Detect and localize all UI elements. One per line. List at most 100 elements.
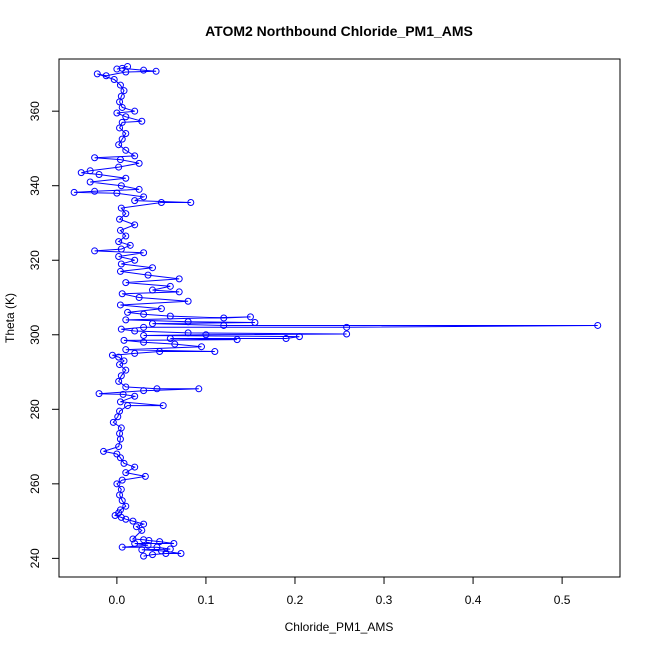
data-point — [122, 469, 130, 477]
data-point — [129, 517, 137, 525]
plot-frame — [58, 58, 621, 578]
y-tick-label: 240 — [28, 548, 42, 568]
data-point — [117, 245, 125, 253]
data-point — [149, 320, 156, 328]
data-point — [220, 314, 228, 322]
data-point — [177, 550, 185, 558]
y-tick-label: 280 — [28, 399, 42, 419]
data-point — [140, 520, 148, 528]
data-point — [166, 282, 174, 290]
data-point — [120, 87, 128, 95]
data-point — [144, 541, 152, 549]
data-point — [117, 485, 125, 493]
data-point — [343, 323, 351, 331]
data-point — [122, 130, 130, 138]
data-point — [157, 547, 165, 555]
y-tick-label: 340 — [28, 175, 42, 195]
data-point — [124, 402, 132, 410]
y-axis: 240 260 280 300 320 340 360 — [28, 101, 60, 568]
data-point — [116, 301, 124, 309]
data-point — [102, 72, 110, 80]
data-point — [113, 65, 121, 73]
data-point — [124, 62, 132, 70]
data-point — [117, 182, 125, 190]
data-point — [117, 92, 125, 100]
data-point — [144, 271, 152, 279]
data-point — [122, 113, 130, 121]
x-tick-label: 0.4 — [465, 593, 482, 607]
data-point — [122, 174, 130, 182]
x-axis: 0.0 0.1 0.2 0.3 0.4 0.5 — [109, 576, 571, 607]
x-tick-label: 0.0 — [109, 593, 126, 607]
data-point — [118, 118, 126, 126]
data-point — [116, 398, 124, 406]
data-point — [149, 551, 156, 559]
data-point — [140, 310, 148, 318]
data-point — [131, 349, 139, 357]
data-point — [233, 336, 241, 344]
data-point — [343, 330, 351, 338]
data-point — [195, 385, 203, 393]
data-point — [70, 188, 78, 196]
data-point — [118, 543, 126, 551]
data-point — [197, 343, 205, 351]
data-point — [138, 117, 146, 125]
data-point — [113, 480, 121, 488]
data-point — [122, 502, 130, 510]
data-point — [156, 538, 164, 546]
data-point — [116, 506, 124, 514]
data-point — [118, 476, 126, 484]
data-point — [153, 543, 161, 551]
data-point — [122, 383, 130, 391]
y-tick-label: 300 — [28, 324, 42, 344]
data-point — [251, 318, 259, 326]
data-point — [117, 204, 125, 212]
data-point — [91, 247, 99, 255]
x-tick-label: 0.1 — [198, 593, 215, 607]
data-point — [140, 536, 148, 544]
data-point — [115, 141, 123, 149]
data-point — [115, 377, 123, 385]
data-point — [100, 447, 108, 455]
data-point — [117, 372, 125, 380]
data-point — [156, 348, 164, 356]
data-point — [184, 318, 192, 326]
data-point — [140, 193, 148, 201]
data-point — [122, 346, 130, 354]
data-point — [116, 454, 124, 462]
data-point — [246, 313, 254, 321]
data-point — [166, 312, 174, 320]
data-point — [113, 450, 121, 458]
data-point — [152, 67, 160, 75]
data-point — [187, 198, 195, 206]
data-point — [117, 424, 125, 432]
data-point — [140, 338, 148, 346]
data-point — [145, 536, 153, 544]
x-tick-label: 0.2 — [287, 593, 304, 607]
data-point — [159, 402, 167, 410]
data-point — [140, 323, 148, 331]
data-point — [117, 325, 125, 333]
data-point — [140, 387, 148, 395]
data-point — [116, 226, 124, 234]
data-point — [129, 535, 137, 543]
data-point — [120, 357, 128, 365]
data-point — [184, 329, 192, 337]
data-point — [86, 167, 94, 175]
data-point — [118, 103, 126, 111]
data-point — [131, 221, 139, 229]
data-point — [140, 332, 148, 340]
data-point — [138, 546, 146, 554]
data-point — [116, 361, 124, 369]
data-point — [132, 523, 140, 531]
data-point — [108, 351, 116, 359]
data-point — [122, 210, 130, 218]
data-point — [220, 321, 228, 329]
data-point — [118, 135, 126, 143]
data-point — [131, 327, 139, 335]
data-point — [153, 385, 161, 393]
data-point — [295, 333, 303, 341]
data-point — [93, 70, 101, 78]
series-group — [70, 62, 602, 560]
